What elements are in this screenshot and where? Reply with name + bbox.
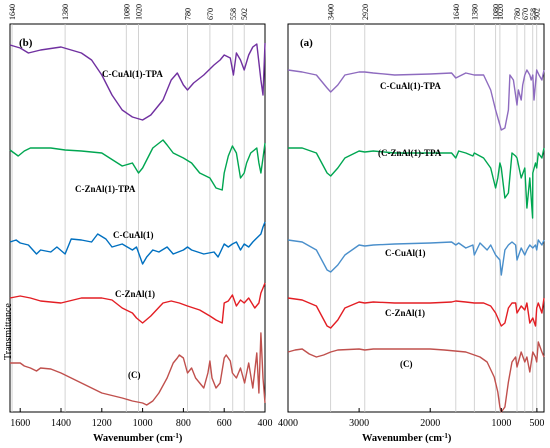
label-a-znal-tpa: (C-ZnAl(1)-TPA [378,148,442,158]
x-tick-label: 1200 [92,418,112,429]
top-tick-label: 670 [521,8,530,20]
top-tick-label: 1640 [452,4,461,20]
top-tick-label: 1380 [61,4,70,20]
series-line-1 [9,139,266,191]
top-tick-label: 558 [229,8,238,20]
x-tick-label: 1000 [133,418,153,429]
panel-a-frame [287,23,545,413]
series-line-1 [288,147,545,219]
series-line-2 [9,221,266,265]
top-tick-label: 1640 [8,4,17,20]
x-tick-label: 4000 [278,418,298,429]
x-tick-label: 1600 [10,418,30,429]
top-tick-label: 1020 [135,4,144,20]
x-axis-title-a: Wavenumber (cm-1) [362,432,452,444]
series-line-3 [287,297,545,329]
x-tick-label: 400 [258,418,273,429]
label-b-znal-tpa: C-ZnAl(1)-TPA [75,184,136,194]
x-tick-label: 1400 [51,418,71,429]
series-line-0 [287,69,545,131]
top-tick-label: 2920 [361,4,370,20]
panel-a: 4000 3000 2000 1000 500 3400 2920 1640 1380 1080… [278,4,545,444]
x-tick-label: 3000 [349,418,369,429]
top-tick-label: 1080 [122,4,131,20]
y-axis-title: Transmittance [3,303,14,360]
label-b-cual-tpa: C-CuAl(1)-TPA [102,69,163,79]
label-b-znal: C-ZnAl(1) [115,289,155,299]
x-tick-label: 800 [176,418,191,429]
panel-b: 1600 1400 1200 1000 800 600 400 1640 1380 1080 10… [8,4,272,444]
label-a-cual: C-CuAl(1) [385,248,426,258]
top-tick-label: 1380 [470,4,479,20]
top-tick-label: 502 [533,8,542,20]
top-tick-label: 558 [529,8,538,20]
label-b-c: (C) [128,370,141,380]
x-axis-title-b: Wavenumber (cm-1) [93,432,183,444]
label-a-c: (C) [400,359,413,369]
top-tick-label: 780 [183,8,192,20]
panel-a-tag: (a) [300,37,313,49]
top-tick-label: 3400 [327,4,336,20]
top-tick-label: 1080 [492,4,501,20]
x-tick-label: 1000 [491,418,511,429]
series-line-4 [10,332,266,406]
top-tick-label: 670 [206,8,215,20]
label-a-cual-tpa: C-CuAl(1)-TPA [380,81,441,91]
x-tick-label: 600 [217,418,232,429]
label-b-cual: C-CuAl(1) [113,230,154,240]
top-tick-label: 502 [240,8,249,20]
panel-b-tag: (b) [19,37,33,49]
series-line-0 [9,42,266,121]
series-line-3 [9,282,266,324]
series-line-2 [287,239,545,276]
top-tick-label: 780 [513,8,522,20]
panel-b-frame [9,23,266,413]
label-a-znal: C-ZnAl(1) [385,308,425,318]
top-tick-label: 1020 [496,4,505,20]
series-line-4 [287,341,545,413]
x-tick-label: 2000 [420,418,440,429]
x-tick-label: 500 [529,418,544,429]
